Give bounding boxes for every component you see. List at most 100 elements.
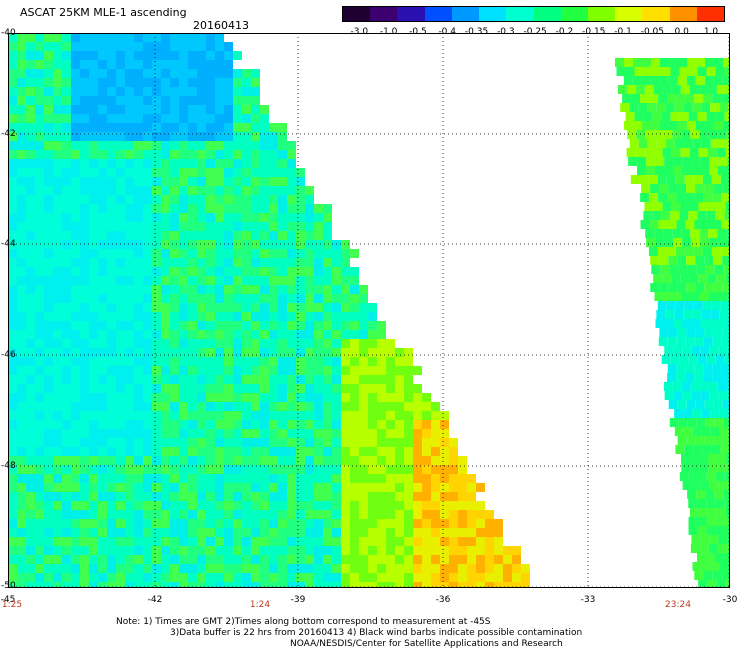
- swath-cell: [215, 222, 224, 231]
- swath-cell: [197, 519, 206, 528]
- swath-cell: [80, 447, 89, 456]
- swath-cell: [683, 427, 693, 436]
- swath-cell: [143, 492, 152, 501]
- swath-cell: [686, 436, 696, 445]
- swath-cell: [80, 465, 89, 474]
- swath-cell: [143, 186, 152, 195]
- swath-cell: [179, 573, 188, 582]
- swath-cell: [71, 492, 80, 501]
- swath-cell: [296, 357, 305, 366]
- swath-cell: [116, 114, 125, 123]
- swath-cell: [80, 141, 89, 150]
- swath-cell: [80, 330, 89, 339]
- swath-cell: [251, 78, 260, 87]
- swath-cell: [314, 528, 323, 537]
- swath-cell: [125, 555, 134, 564]
- swath-cell: [716, 274, 726, 283]
- swath-cell: [404, 519, 413, 528]
- swath-cell: [179, 528, 188, 537]
- swath-cell: [8, 393, 17, 402]
- swath-cell: [653, 274, 663, 283]
- swath-cell: [89, 528, 98, 537]
- swath-cell: [386, 537, 395, 546]
- swath-cell: [305, 384, 314, 393]
- swath-cell: [134, 582, 143, 588]
- swath-cell: [359, 321, 368, 330]
- swath-cell: [98, 411, 107, 420]
- swath-cell: [269, 474, 278, 483]
- swath-cell: [377, 384, 386, 393]
- swath-cell: [134, 546, 143, 555]
- swath-cell: [125, 60, 134, 69]
- swath-cell: [314, 546, 323, 555]
- swath-cell: [116, 258, 125, 267]
- swath-cell: [188, 546, 197, 555]
- swath-cell: [683, 409, 693, 418]
- swath-cell: [260, 546, 269, 555]
- swath-cell: [645, 130, 655, 139]
- swath-cell: [44, 492, 53, 501]
- swath-cell: [305, 483, 314, 492]
- swath-cell: [655, 238, 665, 247]
- swath-cell: [278, 411, 287, 420]
- swath-cell: [116, 231, 125, 240]
- swath-cell: [8, 42, 17, 51]
- swath-cell: [143, 384, 152, 393]
- swath-cell: [197, 393, 206, 402]
- swath-cell: [80, 276, 89, 285]
- swath-cell: [98, 249, 107, 258]
- swath-cell: [242, 420, 251, 429]
- swath-cell: [170, 159, 179, 168]
- swath-cell: [251, 564, 260, 573]
- swath-cell: [278, 465, 287, 474]
- swath-cell: [152, 339, 161, 348]
- color-scale-tick-label: -0.15: [582, 27, 606, 37]
- swath-cell: [714, 490, 724, 499]
- swath-cell: [251, 294, 260, 303]
- swath-cell: [449, 582, 458, 588]
- swath-cell: [161, 438, 170, 447]
- swath-cell: [53, 132, 62, 141]
- swath-cell: [242, 384, 251, 393]
- swath-cell: [80, 312, 89, 321]
- swath-cell: [170, 78, 179, 87]
- swath-cell: [350, 249, 359, 258]
- swath-cell: [179, 240, 188, 249]
- swath-cell: [242, 573, 251, 582]
- swath-cell: [233, 384, 242, 393]
- swath-cell: [26, 222, 35, 231]
- swath-cell: [71, 213, 80, 222]
- swath-cell: [8, 240, 17, 249]
- swath-cell: [206, 51, 215, 60]
- swath-cell: [224, 384, 233, 393]
- swath-cell: [314, 222, 323, 231]
- swath-cell: [188, 384, 197, 393]
- swath-cell: [125, 573, 134, 582]
- swath-cell: [134, 411, 143, 420]
- swath-cell: [680, 85, 690, 94]
- swath-cell: [224, 231, 233, 240]
- swath-cell: [134, 114, 143, 123]
- color-scale-tick-label: -0.35: [464, 27, 489, 37]
- swath-cell: [89, 276, 98, 285]
- swath-cell: [71, 267, 80, 276]
- swath-cell: [242, 222, 251, 231]
- swath-cell: [143, 78, 152, 87]
- swath-cell: [224, 483, 233, 492]
- swath-cell: [332, 474, 341, 483]
- swath-cell: [125, 69, 134, 78]
- swath-cell: [692, 427, 702, 436]
- swath-cell: [278, 231, 287, 240]
- swath-cell: [721, 364, 730, 373]
- swath-cell: [251, 429, 260, 438]
- swath-cell: [197, 330, 206, 339]
- swath-cell: [332, 276, 341, 285]
- swath-cell: [80, 519, 89, 528]
- swath-cell: [8, 276, 17, 285]
- swath-cell: [179, 339, 188, 348]
- swath-cell: [726, 130, 730, 139]
- swath-cell: [341, 312, 350, 321]
- swath-cell: [44, 483, 53, 492]
- swath-cell: [674, 409, 684, 418]
- swath-cell: [125, 321, 134, 330]
